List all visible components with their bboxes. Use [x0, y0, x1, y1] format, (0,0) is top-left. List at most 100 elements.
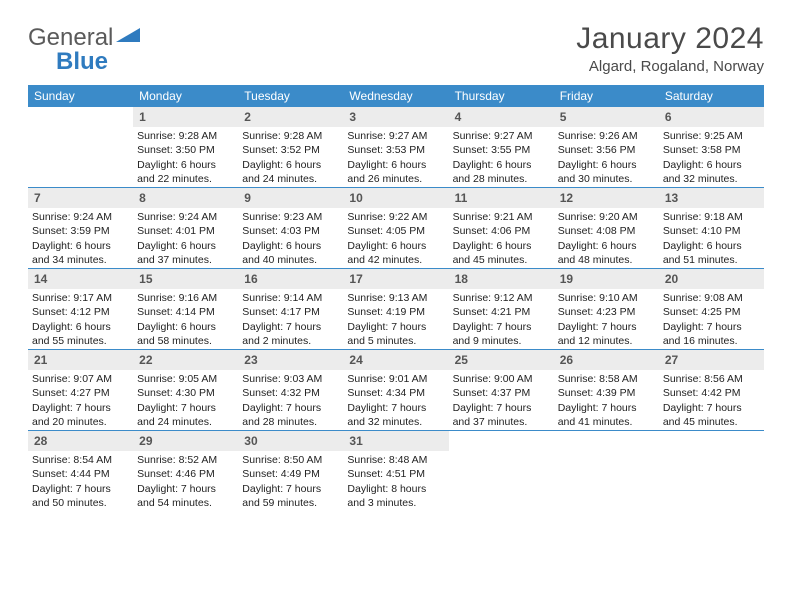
calendar-page: General Blue January 2024 Algard, Rogala…: [0, 0, 792, 523]
empty-cell: [449, 431, 554, 450]
day-number: 17: [343, 269, 448, 289]
calendar-cell: 8Sunrise: 9:24 AMSunset: 4:01 PMDaylight…: [133, 188, 238, 268]
day-number: 13: [659, 188, 764, 208]
day-number: 10: [343, 188, 448, 208]
day-details: Sunrise: 9:10 AMSunset: 4:23 PMDaylight:…: [554, 291, 659, 348]
header: General Blue January 2024 Algard, Rogala…: [28, 22, 764, 75]
calendar-cell: 18Sunrise: 9:12 AMSunset: 4:21 PMDayligh…: [449, 269, 554, 349]
calendar-cell: 17Sunrise: 9:13 AMSunset: 4:19 PMDayligh…: [343, 269, 448, 349]
day-details: Sunrise: 9:01 AMSunset: 4:34 PMDaylight:…: [343, 372, 448, 429]
day-number: 20: [659, 269, 764, 289]
day-number: 11: [449, 188, 554, 208]
calendar-header-row: SundayMondayTuesdayWednesdayThursdayFrid…: [28, 85, 764, 107]
calendar-cell: 28Sunrise: 8:54 AMSunset: 4:44 PMDayligh…: [28, 431, 133, 511]
day-details: Sunrise: 9:24 AMSunset: 4:01 PMDaylight:…: [133, 210, 238, 267]
calendar-cell: [554, 431, 659, 511]
calendar-cell: 1Sunrise: 9:28 AMSunset: 3:50 PMDaylight…: [133, 107, 238, 187]
calendar-cell: 22Sunrise: 9:05 AMSunset: 4:30 PMDayligh…: [133, 350, 238, 430]
day-number: 1: [133, 107, 238, 127]
calendar-cell: 2Sunrise: 9:28 AMSunset: 3:52 PMDaylight…: [238, 107, 343, 187]
day-details: Sunrise: 9:26 AMSunset: 3:56 PMDaylight:…: [554, 129, 659, 186]
day-number: 29: [133, 431, 238, 451]
logo-word-1: General: [28, 24, 113, 51]
day-number: 19: [554, 269, 659, 289]
day-details: Sunrise: 9:12 AMSunset: 4:21 PMDaylight:…: [449, 291, 554, 348]
calendar-cell: 15Sunrise: 9:16 AMSunset: 4:14 PMDayligh…: [133, 269, 238, 349]
day-number: 14: [28, 269, 133, 289]
day-details: Sunrise: 9:14 AMSunset: 4:17 PMDaylight:…: [238, 291, 343, 348]
calendar-row: 14Sunrise: 9:17 AMSunset: 4:12 PMDayligh…: [28, 269, 764, 350]
location: Algard, Rogaland, Norway: [576, 58, 764, 75]
weekday-header: Sunday: [28, 85, 133, 107]
day-number: 21: [28, 350, 133, 370]
day-details: Sunrise: 9:18 AMSunset: 4:10 PMDaylight:…: [659, 210, 764, 267]
day-details: Sunrise: 9:00 AMSunset: 4:37 PMDaylight:…: [449, 372, 554, 429]
day-number: 31: [343, 431, 448, 451]
day-number: 27: [659, 350, 764, 370]
weekday-header: Friday: [554, 85, 659, 107]
calendar-row: 28Sunrise: 8:54 AMSunset: 4:44 PMDayligh…: [28, 431, 764, 511]
calendar-cell: 7Sunrise: 9:24 AMSunset: 3:59 PMDaylight…: [28, 188, 133, 268]
calendar-cell: 30Sunrise: 8:50 AMSunset: 4:49 PMDayligh…: [238, 431, 343, 511]
day-details: Sunrise: 9:17 AMSunset: 4:12 PMDaylight:…: [28, 291, 133, 348]
day-number: 5: [554, 107, 659, 127]
day-details: Sunrise: 9:28 AMSunset: 3:52 PMDaylight:…: [238, 129, 343, 186]
weekday-header: Monday: [133, 85, 238, 107]
calendar-cell: 23Sunrise: 9:03 AMSunset: 4:32 PMDayligh…: [238, 350, 343, 430]
calendar-cell: 6Sunrise: 9:25 AMSunset: 3:58 PMDaylight…: [659, 107, 764, 187]
day-details: Sunrise: 9:16 AMSunset: 4:14 PMDaylight:…: [133, 291, 238, 348]
day-details: Sunrise: 8:48 AMSunset: 4:51 PMDaylight:…: [343, 453, 448, 510]
logo-triangle-icon: [116, 26, 142, 49]
calendar-cell: 31Sunrise: 8:48 AMSunset: 4:51 PMDayligh…: [343, 431, 448, 511]
day-details: Sunrise: 9:21 AMSunset: 4:06 PMDaylight:…: [449, 210, 554, 267]
day-number: 8: [133, 188, 238, 208]
calendar-cell: 24Sunrise: 9:01 AMSunset: 4:34 PMDayligh…: [343, 350, 448, 430]
day-details: Sunrise: 9:20 AMSunset: 4:08 PMDaylight:…: [554, 210, 659, 267]
day-number: 16: [238, 269, 343, 289]
day-number: 28: [28, 431, 133, 451]
calendar-cell: 21Sunrise: 9:07 AMSunset: 4:27 PMDayligh…: [28, 350, 133, 430]
day-number: 9: [238, 188, 343, 208]
logo-word-2: Blue: [28, 48, 108, 75]
day-number: 23: [238, 350, 343, 370]
day-details: Sunrise: 8:50 AMSunset: 4:49 PMDaylight:…: [238, 453, 343, 510]
calendar-cell: 14Sunrise: 9:17 AMSunset: 4:12 PMDayligh…: [28, 269, 133, 349]
day-details: Sunrise: 9:27 AMSunset: 3:55 PMDaylight:…: [449, 129, 554, 186]
weekday-header: Tuesday: [238, 85, 343, 107]
calendar-cell: 5Sunrise: 9:26 AMSunset: 3:56 PMDaylight…: [554, 107, 659, 187]
day-number: 24: [343, 350, 448, 370]
day-details: Sunrise: 9:25 AMSunset: 3:58 PMDaylight:…: [659, 129, 764, 186]
day-details: Sunrise: 9:03 AMSunset: 4:32 PMDaylight:…: [238, 372, 343, 429]
calendar-cell: [659, 431, 764, 511]
day-details: Sunrise: 9:23 AMSunset: 4:03 PMDaylight:…: [238, 210, 343, 267]
logo-text: General Blue: [28, 26, 142, 74]
calendar-cell: 10Sunrise: 9:22 AMSunset: 4:05 PMDayligh…: [343, 188, 448, 268]
day-number: 6: [659, 107, 764, 127]
empty-cell: [554, 431, 659, 450]
day-number: 12: [554, 188, 659, 208]
day-number: 25: [449, 350, 554, 370]
calendar-cell: 25Sunrise: 9:00 AMSunset: 4:37 PMDayligh…: [449, 350, 554, 430]
day-number: 15: [133, 269, 238, 289]
calendar: SundayMondayTuesdayWednesdayThursdayFrid…: [28, 85, 764, 511]
empty-cell: [28, 107, 133, 126]
day-details: Sunrise: 9:24 AMSunset: 3:59 PMDaylight:…: [28, 210, 133, 267]
day-details: Sunrise: 8:56 AMSunset: 4:42 PMDaylight:…: [659, 372, 764, 429]
day-details: Sunrise: 8:58 AMSunset: 4:39 PMDaylight:…: [554, 372, 659, 429]
calendar-cell: 4Sunrise: 9:27 AMSunset: 3:55 PMDaylight…: [449, 107, 554, 187]
logo: General Blue: [28, 22, 142, 74]
calendar-cell: 9Sunrise: 9:23 AMSunset: 4:03 PMDaylight…: [238, 188, 343, 268]
empty-cell: [659, 431, 764, 450]
calendar-cell: 11Sunrise: 9:21 AMSunset: 4:06 PMDayligh…: [449, 188, 554, 268]
day-number: 4: [449, 107, 554, 127]
day-details: Sunrise: 8:52 AMSunset: 4:46 PMDaylight:…: [133, 453, 238, 510]
day-details: Sunrise: 9:05 AMSunset: 4:30 PMDaylight:…: [133, 372, 238, 429]
day-number: 18: [449, 269, 554, 289]
weekday-header: Saturday: [659, 85, 764, 107]
calendar-cell: 20Sunrise: 9:08 AMSunset: 4:25 PMDayligh…: [659, 269, 764, 349]
day-number: 7: [28, 188, 133, 208]
calendar-cell: 16Sunrise: 9:14 AMSunset: 4:17 PMDayligh…: [238, 269, 343, 349]
day-details: Sunrise: 9:13 AMSunset: 4:19 PMDaylight:…: [343, 291, 448, 348]
day-details: Sunrise: 9:22 AMSunset: 4:05 PMDaylight:…: [343, 210, 448, 267]
calendar-cell: [28, 107, 133, 187]
